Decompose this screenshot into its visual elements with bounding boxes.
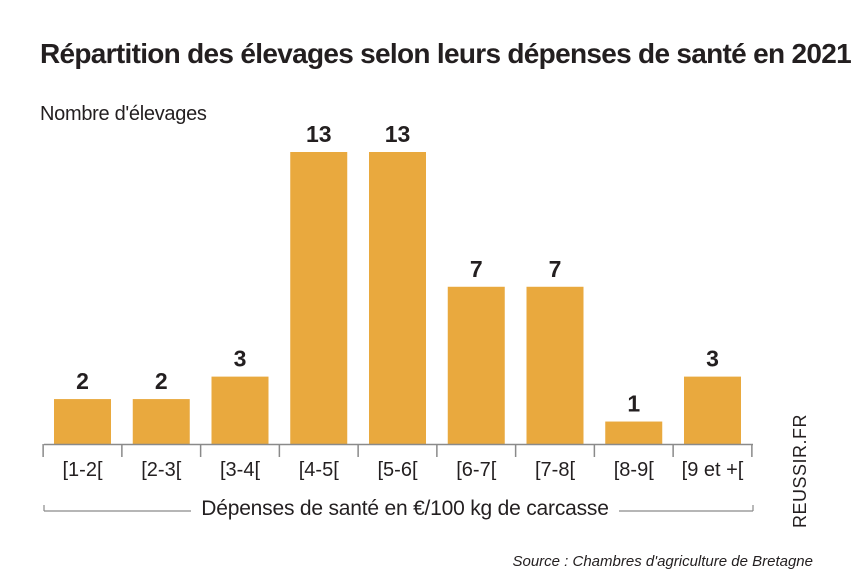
x-tick-labels-group: [1-2[ [2-3[ [3-4[ [4-5[ [5-6[ [6-7[ [7-8[ [8-9[… <box>62 459 743 481</box>
data-label-7: 1 <box>627 391 640 417</box>
data-label-6: 7 <box>549 256 562 282</box>
x-tick-label-5: [6-7[ <box>456 459 496 481</box>
source-note: Source : Chambres d'agriculture de Breta… <box>512 553 813 570</box>
data-label-0: 2 <box>76 368 89 394</box>
data-label-4: 13 <box>385 121 411 147</box>
bar-0 <box>54 399 111 444</box>
bar-2 <box>211 376 269 444</box>
x-tick-label-2: [3-4[ <box>220 459 260 481</box>
bar-6 <box>526 286 584 444</box>
data-label-8: 3 <box>706 346 719 372</box>
x-axis-label-container: Dépenses de santé en €/100 kg de carcass… <box>0 497 810 521</box>
x-tick-label-6: [7-8[ <box>535 459 575 481</box>
bars-group <box>54 152 741 444</box>
x-tick-label-4: [5-6[ <box>377 459 417 481</box>
data-label-2: 3 <box>234 346 247 372</box>
bar-4 <box>369 152 426 444</box>
bar-1 <box>132 399 190 444</box>
x-tick-label-1: [2-3[ <box>141 459 181 481</box>
data-label-1: 2 <box>155 368 168 394</box>
x-axis-label: Dépenses de santé en €/100 kg de carcass… <box>191 497 619 520</box>
bar-8 <box>684 376 741 444</box>
x-axis-group <box>42 443 753 457</box>
x-tick-label-8: [9 et +[ <box>682 459 744 481</box>
x-tick-label-7: [8-9[ <box>614 459 654 481</box>
bar-5 <box>447 286 505 444</box>
data-label-3: 13 <box>306 121 332 147</box>
bar-7 <box>605 421 663 444</box>
x-tick-label-3: [4-5[ <box>299 459 339 481</box>
x-tick-label-0: [1-2[ <box>62 459 102 481</box>
watermark: REUSSIR.FR <box>790 413 810 528</box>
data-label-5: 7 <box>470 256 483 282</box>
chart-title: Répartition des élevages selon leurs dép… <box>40 38 852 69</box>
bar-3 <box>290 152 348 444</box>
y-axis-label: Nombre d'élevages <box>40 103 207 125</box>
